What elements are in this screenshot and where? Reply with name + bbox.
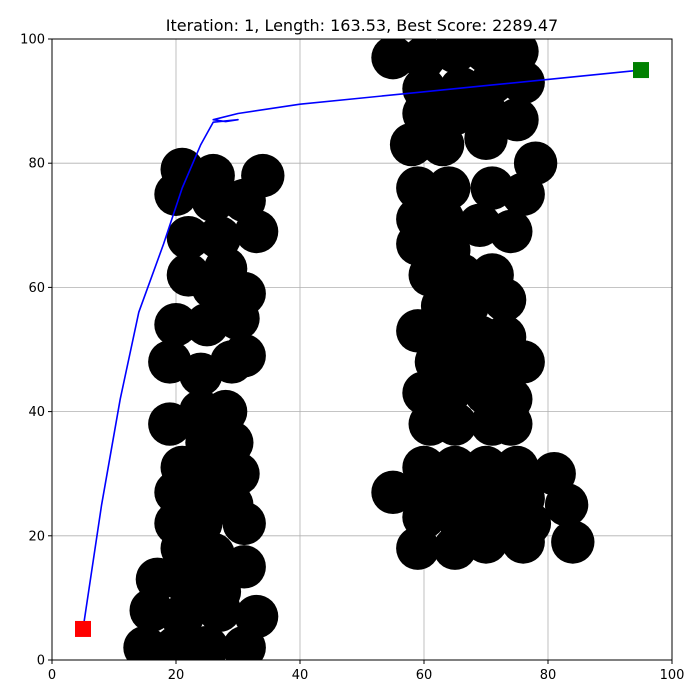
y-tick-label: 40 <box>28 405 45 420</box>
goal-marker <box>633 62 649 79</box>
y-tick-label: 20 <box>28 529 45 544</box>
x-tick-label: 0 <box>48 668 56 683</box>
y-tick-label: 0 <box>37 654 45 669</box>
y-tick-label: 60 <box>28 281 45 296</box>
obstacle-point <box>513 141 558 185</box>
obstacle-point <box>489 402 533 446</box>
obstacle-point <box>222 334 266 378</box>
obstacle-point <box>154 172 198 216</box>
obstacle-point <box>501 340 545 384</box>
obstacle-point <box>433 402 477 446</box>
obstacle-point <box>489 209 533 254</box>
y-tick-label: 80 <box>28 157 45 172</box>
obstacle-point <box>396 526 440 570</box>
obstacle-point <box>216 296 260 341</box>
obstacle-point <box>185 625 229 660</box>
obstacle-point <box>464 116 508 161</box>
obstacle-point <box>544 483 589 527</box>
y-tick-label: 100 <box>20 33 45 48</box>
obstacle-point <box>396 166 440 210</box>
start-marker <box>75 620 91 637</box>
x-tick-label: 100 <box>660 668 685 683</box>
x-tick-label: 80 <box>540 668 557 683</box>
obstacle-point <box>464 520 508 564</box>
obstacle-point <box>166 216 211 260</box>
obstacle-point <box>222 625 266 660</box>
obstacle-point <box>222 501 266 546</box>
plot-frame <box>51 38 673 661</box>
obstacle-point <box>482 278 527 322</box>
x-tick-label: 40 <box>292 668 309 683</box>
x-tick-label: 60 <box>416 668 433 683</box>
obstacle-point <box>371 470 415 515</box>
obstacle-point <box>197 588 242 633</box>
obstacle-point <box>234 209 279 254</box>
obstacle-point <box>420 122 465 167</box>
obstacle-point <box>501 520 545 564</box>
obstacle-point <box>389 122 434 167</box>
x-tick-label: 20 <box>168 668 185 683</box>
obstacle-point <box>154 302 198 347</box>
obstacle-point <box>191 178 235 223</box>
chart-title: Iteration: 1, Length: 163.53, Best Score… <box>166 16 558 35</box>
obstacle-point <box>371 39 415 80</box>
axis-ticks: 0 20 40 60 80 100 0 20 40 60 80 100 <box>20 33 684 684</box>
path-line <box>82 69 642 630</box>
plot-area <box>75 39 649 660</box>
obstacle-point <box>551 520 595 564</box>
